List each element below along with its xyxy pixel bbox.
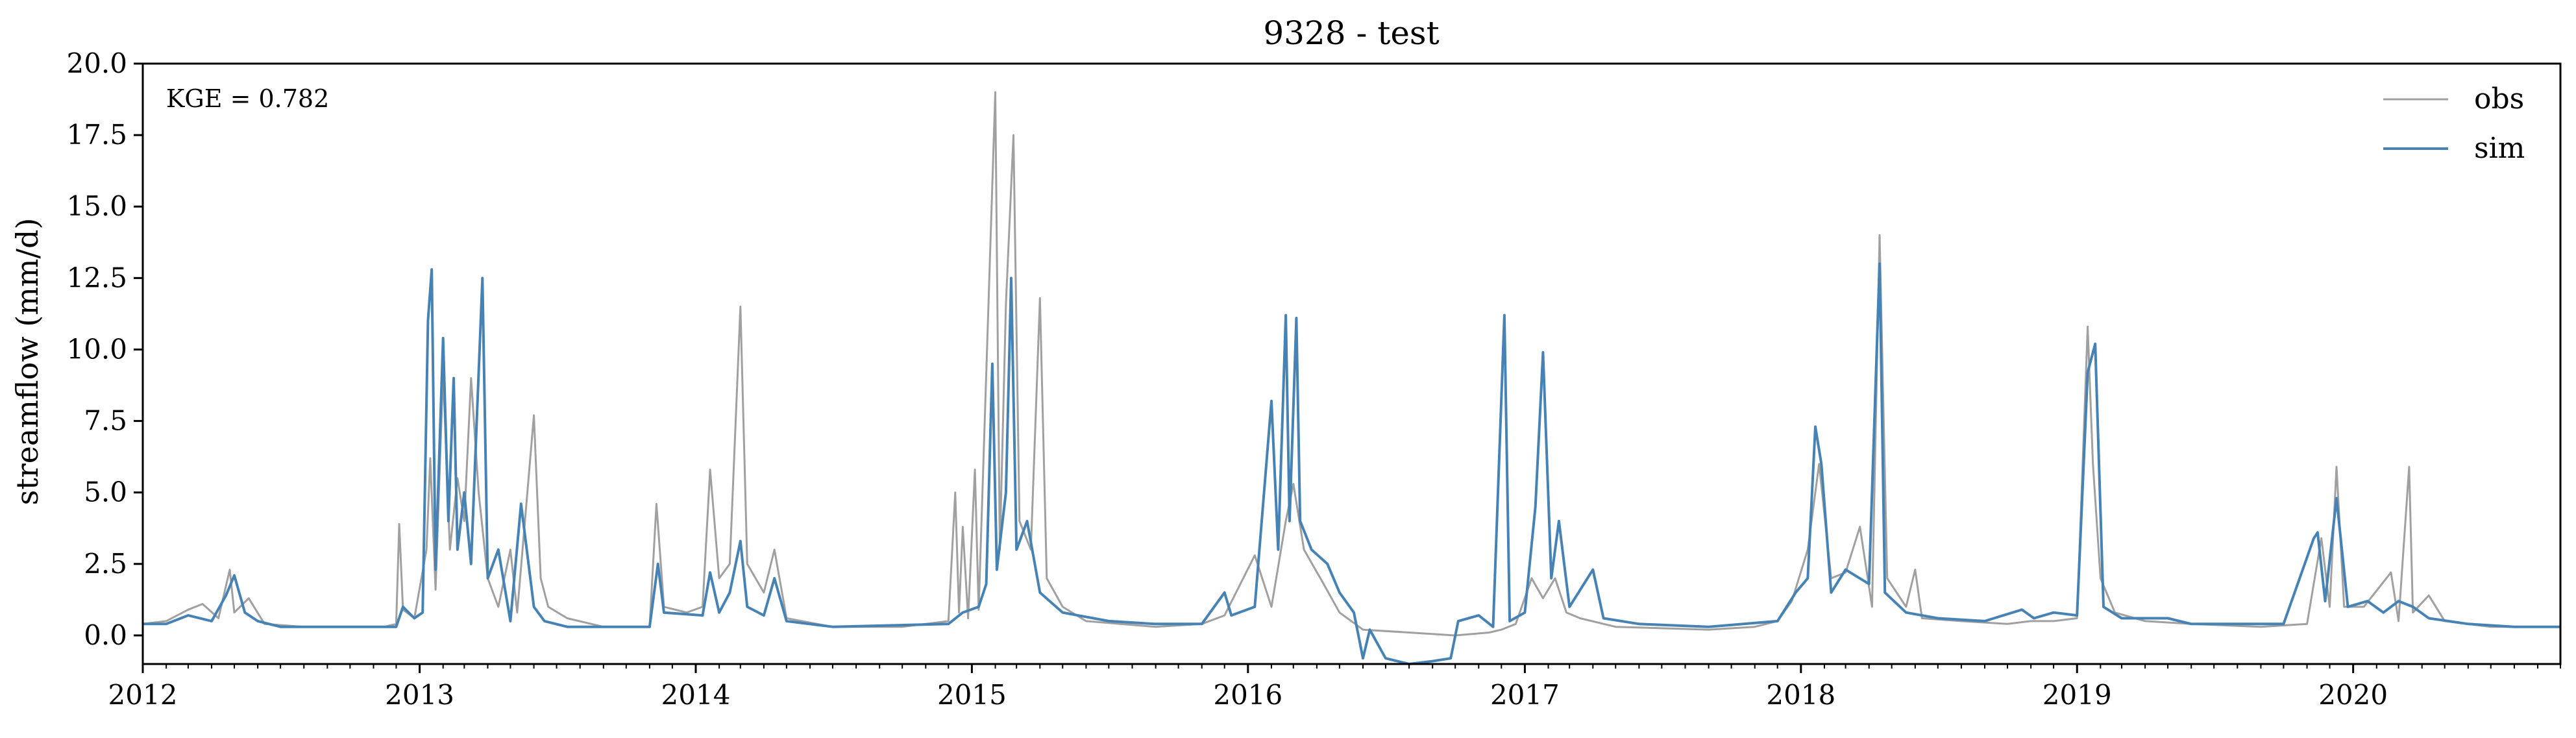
legend-label-sim: sim (2474, 132, 2525, 165)
plot-frame (141, 62, 2562, 665)
x-tick-label: 2018 (1766, 679, 1835, 711)
kge-annotation: KGE = 0.782 (166, 84, 329, 113)
x-tick-label: 2019 (2042, 679, 2112, 711)
x-tick-label: 2020 (2318, 679, 2388, 711)
plot-area (141, 62, 2562, 665)
series-line-sim (143, 262, 2560, 665)
x-axis: 2012 2013 2014 2015 2016 2017 2018 2019 2020 (108, 664, 2561, 711)
y-tick-label: 0.0 (84, 619, 127, 651)
x-tick-label: 2016 (1213, 679, 1282, 711)
y-tick-label: 15.0 (66, 190, 127, 222)
y-tick-label: 5.0 (84, 476, 127, 508)
chart-title: 9328 - test (1263, 14, 1439, 52)
x-tick-label: 2014 (661, 679, 731, 711)
legend: obs sim (2383, 82, 2525, 165)
x-tick-label: 2015 (937, 679, 1007, 711)
series-line-obs (142, 91, 2560, 637)
y-tick-label: 12.5 (66, 262, 127, 293)
y-tick-label: 7.5 (84, 405, 127, 437)
y-axis-label: streamflow (mm/d) (10, 218, 45, 506)
y-tick-label: 2.5 (84, 548, 127, 580)
y-tick-label: 17.5 (66, 119, 127, 151)
x-tick-label: 2017 (1490, 679, 1560, 711)
y-axis: 0.0 2.5 5.0 7.5 10.0 12.5 15.0 17.5 20.0 (66, 47, 143, 651)
x-tick-label: 2012 (108, 679, 178, 711)
x-tick-label: 2013 (385, 679, 454, 711)
y-tick-label: 10.0 (66, 333, 127, 365)
series-layer (142, 91, 2560, 665)
y-tick-label: 20.0 (66, 47, 127, 79)
legend-label-obs: obs (2474, 82, 2524, 116)
